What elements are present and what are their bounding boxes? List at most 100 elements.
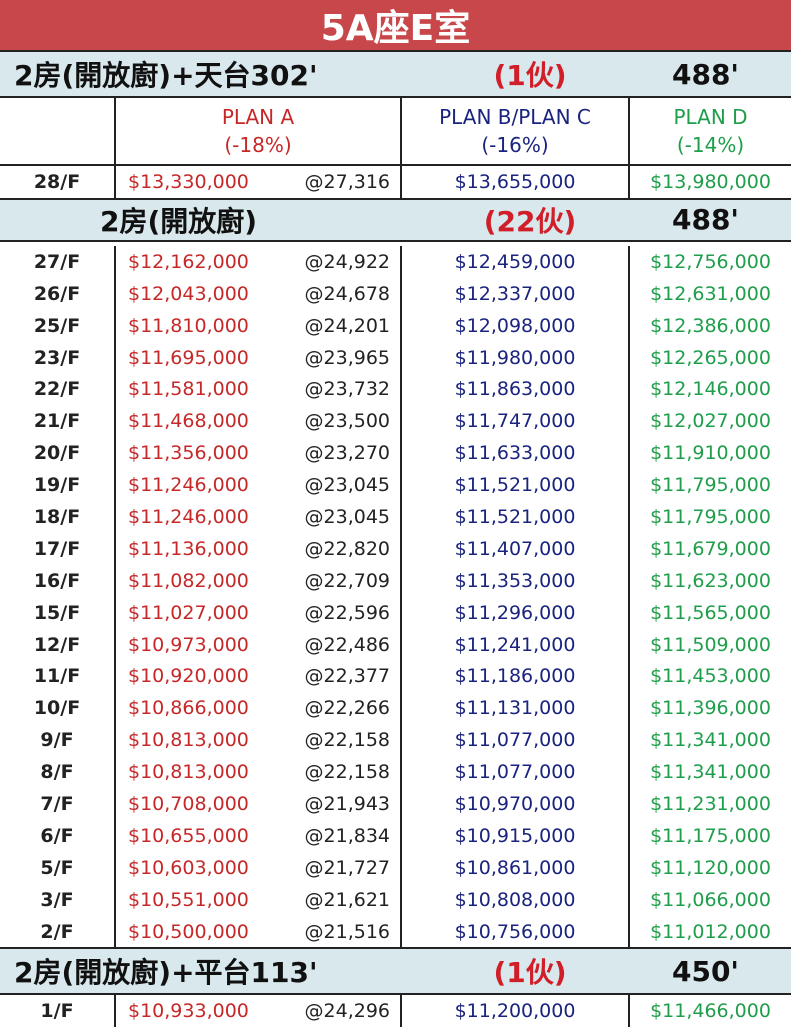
plan-a-psf: @21,943 <box>304 792 390 815</box>
floor-cell: 1/F <box>0 995 116 1027</box>
table-row: 20/F $11,356,000 @23,270 $11,633,000 $11,910… <box>0 437 791 470</box>
plan-a-price: $11,695,000 <box>128 346 249 369</box>
plan-b-price: $11,407,000 <box>402 532 630 565</box>
table-row: 17/F $11,136,000 @22,820 $11,407,000 $11,679… <box>0 532 791 565</box>
plan-a-cell: $10,866,000 @22,266 <box>116 692 402 725</box>
table-row: 8/F $10,813,000 @22,158 $11,077,000 $11,341,… <box>0 756 791 789</box>
plan-a-price: $12,043,000 <box>128 282 249 305</box>
plan-d-price: $12,386,000 <box>650 314 771 337</box>
plan-a-psf: @23,500 <box>304 410 390 433</box>
plan-a-price: $11,246,000 <box>128 505 249 528</box>
plan-b-price: $11,633,000 <box>402 437 630 470</box>
plan-a-price: $10,813,000 <box>128 729 249 752</box>
floor-cell: 6/F <box>0 819 116 852</box>
plan-a-price: $10,973,000 <box>128 633 249 656</box>
plan-a-cell: $11,027,000 @22,596 <box>116 596 402 629</box>
plan-a-psf: @21,834 <box>304 824 390 847</box>
plan-a-cell: $13,330,000 @27,316 <box>116 166 402 198</box>
plan-b-price: $12,337,000 <box>402 277 630 310</box>
table-row: 5/F $10,603,000 @21,727 $10,861,000 $11,120,… <box>0 851 791 884</box>
floor-cell: 7/F <box>0 788 116 820</box>
plan-b-price: $11,077,000 <box>402 756 630 789</box>
plan-a-cell: $11,082,000 @22,709 <box>116 564 402 597</box>
section-header-1: 2房(開放廚)+天台302' (1伙) 488' <box>0 52 791 98</box>
plan-b-name: PLAN B/PLAN C <box>439 105 591 129</box>
plan-b-price: $13,655,000 <box>402 166 630 198</box>
plan-d-price: $13,980,000 <box>650 170 771 193</box>
table-row: 9/F $10,813,000 @22,158 $11,077,000 $11,341,… <box>0 724 791 757</box>
plan-a-psf: @22,596 <box>304 601 390 624</box>
section-label: 2房(開放廚)+平台113' <box>14 956 318 990</box>
plan-a-price: $10,603,000 <box>128 856 249 879</box>
plan-a-cell: $12,162,000 @24,922 <box>116 245 402 278</box>
plan-a-price: $12,162,000 <box>128 250 249 273</box>
table-row: 3/F $10,551,000 @21,621 $10,808,000 $11,066,… <box>0 883 791 916</box>
plan-b-header: PLAN B/PLAN C (-16%) <box>402 98 630 164</box>
section-area: 488' <box>671 57 740 91</box>
plan-d-price: $11,565,000 <box>650 601 771 624</box>
plan-a-header: PLAN A (-18%) <box>116 98 402 164</box>
plan-b-price: $10,808,000 <box>402 883 630 916</box>
plan-d-price: $11,341,000 <box>650 729 771 752</box>
plan-a-price: $11,136,000 <box>128 537 249 560</box>
section-label: 2房(開放廚) <box>100 204 258 238</box>
table-row: 16/F $11,082,000 @22,709 $11,353,000 $11,623… <box>0 564 791 597</box>
floor-cell: 18/F <box>0 501 116 533</box>
plan-a-price: $10,500,000 <box>128 920 249 943</box>
plan-d-price: $11,509,000 <box>650 633 771 656</box>
section-count: (1伙) <box>493 956 567 990</box>
plan-b-price: $12,459,000 <box>402 245 630 278</box>
floor-cell: 15/F <box>0 596 116 629</box>
plan-a-psf: @23,270 <box>304 442 390 465</box>
plan-a-cell: $10,655,000 @21,834 <box>116 819 402 852</box>
plan-d-header: PLAN D (-14%) <box>630 98 791 164</box>
plan-d-price: $11,453,000 <box>650 665 771 688</box>
section-2-rows: 27/F $12,162,000 @24,922 $12,459,000 $12,756… <box>0 242 791 950</box>
table-row: 15/F $11,027,000 @22,596 $11,296,000 $11,565… <box>0 596 791 629</box>
plan-a-price: $11,246,000 <box>128 474 249 497</box>
plan-a-psf: @27,316 <box>304 170 390 193</box>
plan-d-price: $11,341,000 <box>650 761 771 784</box>
plan-d-price: $12,265,000 <box>650 346 771 369</box>
floor-cell: 16/F <box>0 564 116 597</box>
plan-a-cell: $10,933,000 @24,296 <box>116 995 402 1027</box>
plan-b-price: $11,077,000 <box>402 724 630 757</box>
table-row: 26/F $12,043,000 @24,678 $12,337,000 $12,631… <box>0 277 791 310</box>
table-row: 1/F $10,933,000 @24,296 $11,200,000 $11,466,… <box>0 995 791 1027</box>
plan-a-psf: @21,621 <box>304 888 390 911</box>
page-title: 5A座E室 <box>0 0 791 52</box>
floor-cell: 28/F <box>0 166 116 198</box>
section-header-3: 2房(開放廚)+平台113' (1伙) 450' <box>0 949 791 996</box>
table-row: 12/F $10,973,000 @22,486 $11,241,000 $11,509… <box>0 628 791 661</box>
table-row: 18/F $11,246,000 @23,045 $11,521,000 $11,795… <box>0 501 791 533</box>
plan-b-price: $10,756,000 <box>402 915 630 948</box>
plan-a-price: $13,330,000 <box>128 170 249 193</box>
plan-d-price: $11,231,000 <box>650 792 771 815</box>
plan-d-price: $12,631,000 <box>650 282 771 305</box>
section-count: (22伙) <box>483 204 577 238</box>
plan-b-price: $11,186,000 <box>402 660 630 693</box>
plan-b-price: $11,521,000 <box>402 469 630 502</box>
plan-a-price: $10,933,000 <box>128 1000 249 1023</box>
plan-b-price: $11,200,000 <box>402 995 630 1027</box>
plan-a-psf: @21,727 <box>304 856 390 879</box>
plan-d-price: $11,396,000 <box>650 697 771 720</box>
plan-a-psf: @21,516 <box>304 920 390 943</box>
plan-a-cell: $11,581,000 @23,732 <box>116 373 402 406</box>
floor-cell: 8/F <box>0 756 116 789</box>
table-row: 11/F $10,920,000 @22,377 $11,186,000 $11,453… <box>0 660 791 693</box>
plan-a-cell: $11,468,000 @23,500 <box>116 405 402 438</box>
floor-cell: 10/F <box>0 692 116 725</box>
plan-d-price: $11,795,000 <box>650 474 771 497</box>
floor-cell: 3/F <box>0 883 116 916</box>
plan-a-price: $11,356,000 <box>128 442 249 465</box>
plan-b-price: $10,915,000 <box>402 819 630 852</box>
table-row: 22/F $11,581,000 @23,732 $11,863,000 $12,146… <box>0 373 791 406</box>
floor-cell: 9/F <box>0 724 116 757</box>
plan-a-discount: (-18%) <box>224 133 292 157</box>
plan-a-psf: @22,266 <box>304 697 390 720</box>
table-row: 10/F $10,866,000 @22,266 $11,131,000 $11,396… <box>0 692 791 725</box>
plan-a-cell: $10,920,000 @22,377 <box>116 660 402 693</box>
plan-a-price: $11,810,000 <box>128 314 249 337</box>
plan-a-cell: $10,973,000 @22,486 <box>116 628 402 661</box>
